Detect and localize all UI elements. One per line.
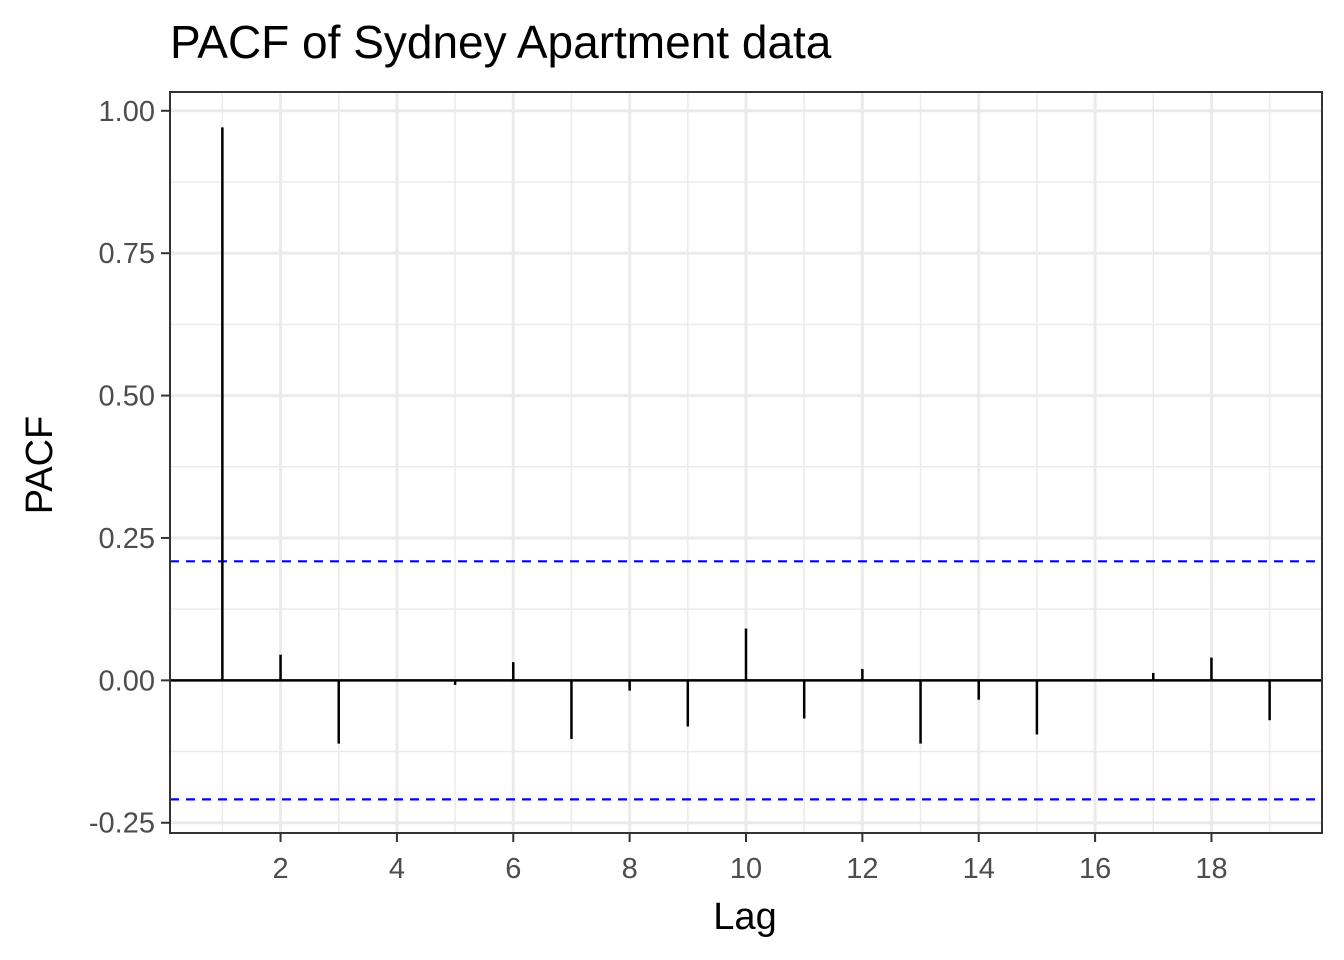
grid-layer	[170, 92, 1322, 833]
y-tick-label: 1.00	[99, 96, 155, 128]
y-tick-label: 0.50	[99, 381, 155, 413]
confidence-bands	[170, 560, 1322, 801]
x-tick-label: 2	[272, 853, 288, 885]
pacf-bars	[221, 127, 1271, 744]
x-tick-label: 4	[389, 853, 405, 885]
chart-title: PACF of Sydney Apartment data	[170, 16, 832, 68]
y-tick-label: 0.75	[99, 238, 155, 270]
y-axis: 1.00 0.75 0.50 0.25 0.00 -0.25	[89, 96, 170, 840]
x-tick-label: 12	[846, 853, 878, 885]
x-tick-label: 14	[963, 853, 995, 885]
y-tick-label: 0.25	[99, 523, 155, 555]
x-axis-title: Lag	[713, 896, 776, 938]
x-tick-label: 6	[505, 853, 521, 885]
y-axis-title: PACF	[19, 416, 61, 515]
y-tick-label: -0.25	[89, 808, 155, 840]
x-tick-label: 8	[622, 853, 638, 885]
y-tick-label: 0.00	[99, 665, 155, 697]
x-tick-label: 18	[1195, 853, 1227, 885]
x-tick-label: 16	[1079, 853, 1111, 885]
x-tick-label: 10	[730, 853, 762, 885]
x-axis: 2 4 6 8 10 12 14 16 18	[272, 833, 1228, 885]
